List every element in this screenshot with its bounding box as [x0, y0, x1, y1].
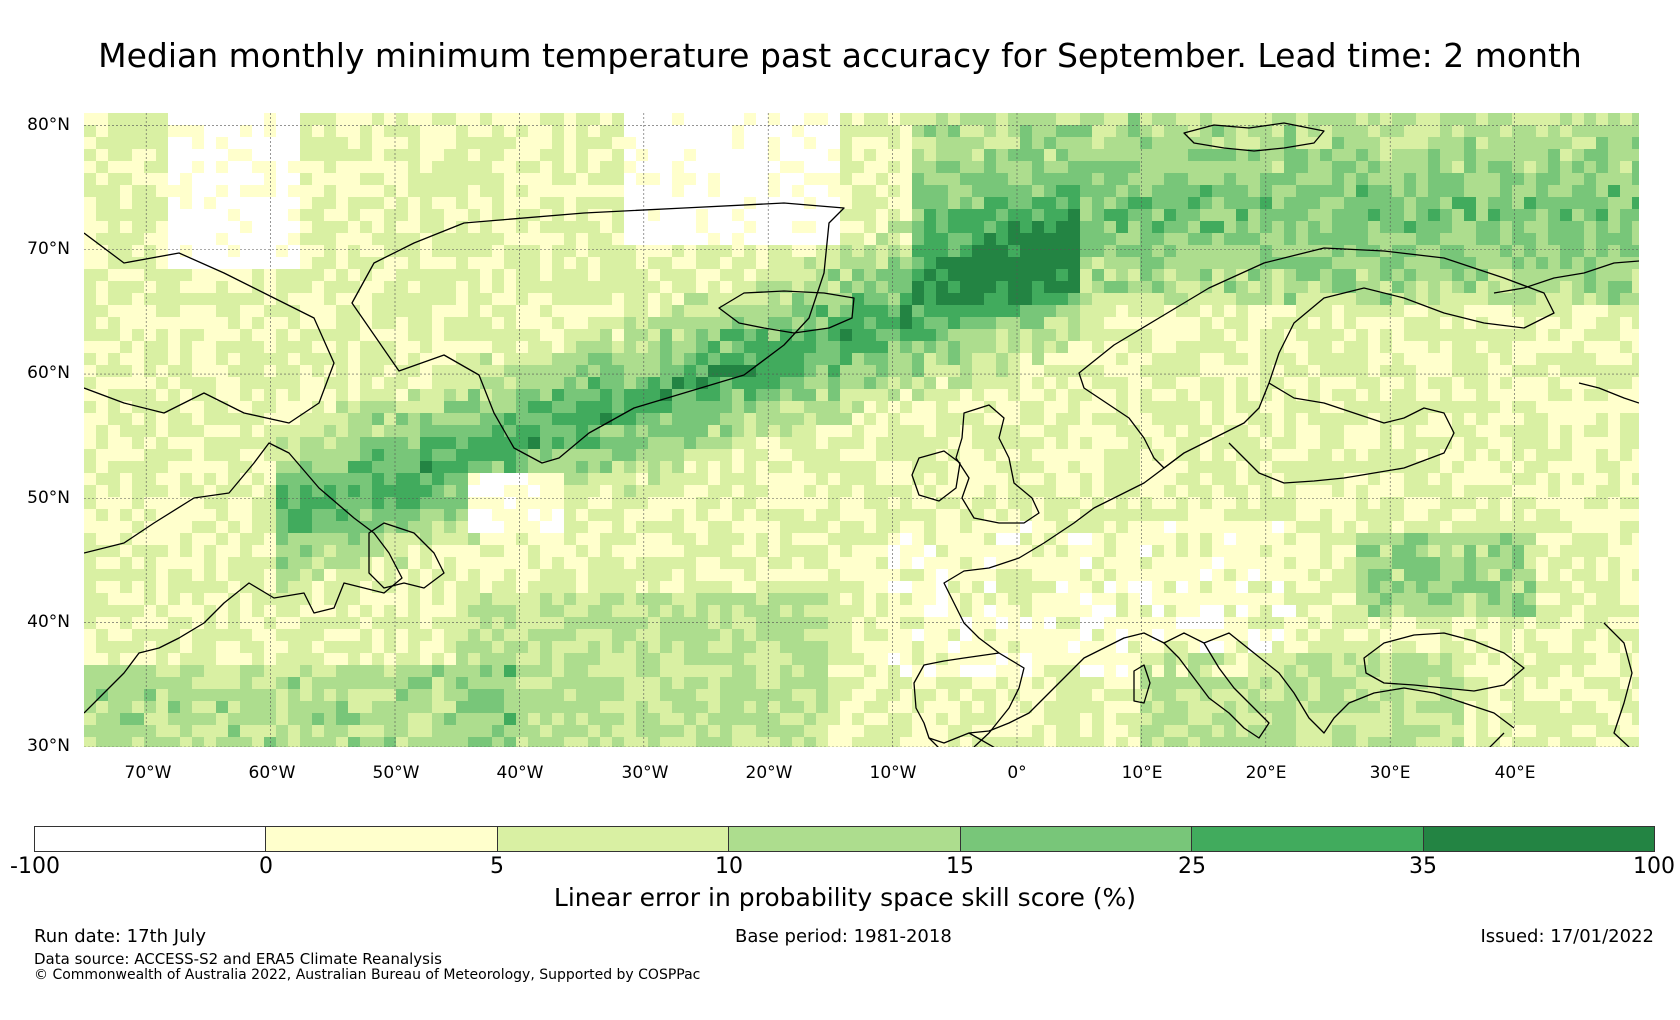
- colorbar-label: Linear error in probability space skill …: [553, 883, 1137, 912]
- base-period: Base period: 1981-2018: [735, 926, 952, 947]
- europe-west-coastline: [943, 452, 1185, 747]
- greenland-coastline: [351, 202, 845, 464]
- colorbar-tick: 25: [1178, 854, 1206, 879]
- lon-label-0: 0°: [1007, 763, 1027, 783]
- skill-score-map[interactable]: [84, 113, 1639, 747]
- colorbar-tick: 15: [946, 854, 974, 879]
- iberia-coastline: [913, 632, 1165, 744]
- ireland-coastline: [911, 450, 961, 502]
- lat-label-60n: 60°N: [27, 363, 70, 383]
- caspian-coastline: [1603, 622, 1633, 747]
- lat-label-50n: 50°N: [27, 488, 70, 508]
- lon-label-10w: 10°W: [869, 763, 917, 783]
- iceland-coastline: [718, 290, 855, 334]
- newfoundland-coastline: [368, 522, 445, 589]
- scandinavia-coastline: [1078, 247, 1555, 469]
- lat-label-70n: 70°N: [27, 239, 70, 259]
- issued-date: Issued: 17/01/2022: [1480, 926, 1654, 947]
- map-title: Median monthly minimum temperature past …: [98, 36, 1582, 75]
- colorbar-segment: [1192, 827, 1424, 851]
- italy-coastline: [1163, 632, 1270, 739]
- colorbar-tick: 5: [490, 854, 504, 879]
- run-date: Run date: 17th July: [34, 926, 207, 947]
- black-sea-coastline: [1363, 632, 1525, 692]
- arctic-russia-coastline: [1493, 260, 1639, 404]
- lon-label-30w: 30°W: [621, 763, 669, 783]
- coastlines: [84, 122, 1639, 747]
- lon-label-40e: 40°E: [1494, 763, 1536, 783]
- labrador-coastline: [84, 442, 403, 714]
- colorbar-segment: [497, 827, 730, 851]
- great-britain-coastline: [955, 404, 1040, 524]
- balkans-coastline: [1203, 632, 1515, 734]
- sardinia-coastline: [1133, 664, 1151, 704]
- lat-label-30n: 30°N: [27, 736, 70, 756]
- colorbar: [34, 826, 1655, 852]
- skill-score-grid: [84, 113, 1639, 747]
- lon-label-70w: 70°W: [124, 763, 172, 783]
- lon-label-40w: 40°W: [496, 763, 544, 783]
- colorbar-segment: [1423, 827, 1654, 851]
- lon-label-20e: 20°E: [1245, 763, 1287, 783]
- lon-label-10e: 10°E: [1121, 763, 1163, 783]
- svalbard-coastline: [1183, 122, 1325, 152]
- colorbar-tick: 0: [259, 854, 273, 879]
- north-africa-coastline: [928, 732, 1505, 747]
- baffin-coastline: [84, 232, 335, 424]
- lon-label-50w: 50°W: [372, 763, 420, 783]
- baltic-coastline: [1228, 382, 1455, 484]
- copyright: © Commonwealth of Australia 2022, Austra…: [34, 967, 701, 983]
- graticule: [84, 113, 1639, 747]
- colorbar-segment: [266, 827, 498, 851]
- lat-label-80n: 80°N: [27, 115, 70, 135]
- lon-label-30e: 30°E: [1369, 763, 1411, 783]
- colorbar-segment: [35, 827, 267, 851]
- lon-label-20w: 20°W: [745, 763, 793, 783]
- lat-label-40n: 40°N: [27, 612, 70, 632]
- skill-score-map-canvas: [84, 113, 1639, 747]
- colorbar-tick: 100: [1633, 854, 1675, 879]
- colorbar-tick: -100: [10, 854, 60, 879]
- colorbar-tick: 10: [715, 854, 743, 879]
- colorbar-tick: 35: [1409, 854, 1437, 879]
- data-source: Data source: ACCESS-S2 and ERA5 Climate …: [34, 950, 442, 968]
- lon-label-60w: 60°W: [248, 763, 296, 783]
- colorbar-segment: [960, 827, 1193, 851]
- colorbar-segment: [729, 827, 961, 851]
